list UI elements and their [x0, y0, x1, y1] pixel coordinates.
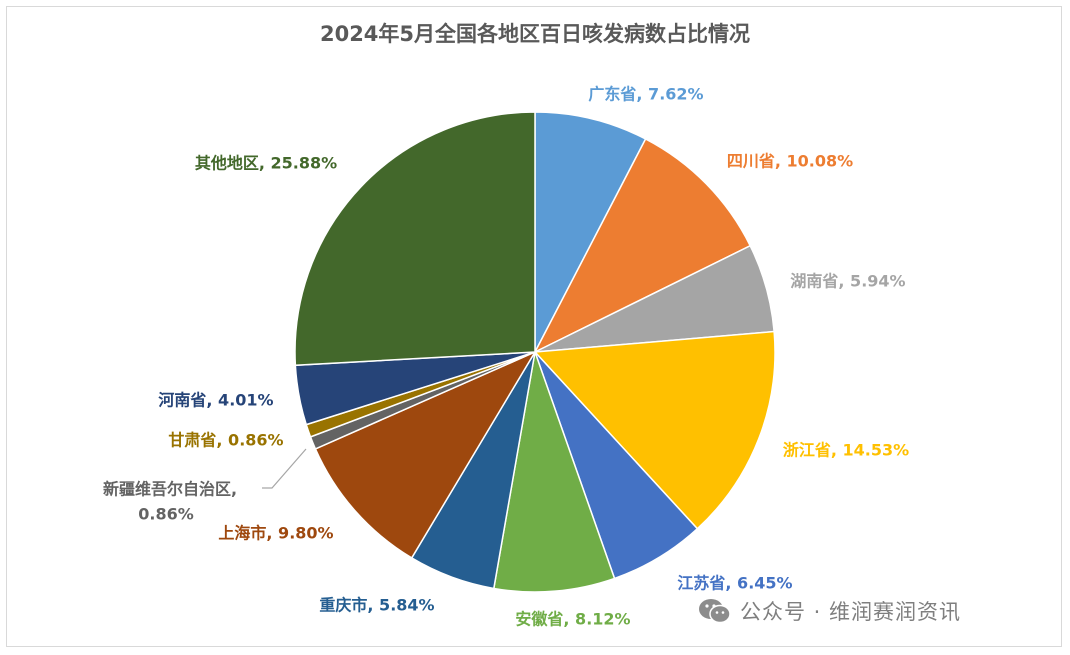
- pie-slice-12: [294, 111, 536, 367]
- chart-frame: [6, 6, 1062, 647]
- pie-slice-4: [533, 330, 776, 530]
- pie-slice-8: [314, 350, 537, 559]
- chart-title: 2024年5月全国各地区百日咳发病数占比情况: [319, 22, 751, 46]
- data-label-10: 甘肃省, 0.86%: [168, 431, 283, 450]
- watermark: 公众号 · 维润赛润资讯: [698, 596, 961, 626]
- wechat-icon: [699, 599, 731, 624]
- data-label-9: 新疆维吾尔自治区, 0.86%: [103, 480, 237, 524]
- data-label-4: 浙江省, 14.53%: [783, 441, 909, 460]
- data-label-3: 湖南省, 5.94%: [790, 272, 905, 291]
- pie-slice-2: [533, 137, 752, 354]
- data-label-1: 广东省, 7.62%: [588, 85, 703, 104]
- data-label-12: 其他地区, 25.88%: [195, 154, 337, 173]
- data-label-11: 河南省, 4.01%: [158, 391, 273, 410]
- data-label-6: 安徽省, 8.12%: [515, 610, 630, 629]
- data-label-8: 上海市, 9.80%: [218, 524, 333, 543]
- pie-slice-6: [492, 349, 616, 593]
- watermark-text: 公众号 · 维润赛润资讯: [740, 600, 962, 624]
- leader-line: [262, 448, 307, 489]
- pie-slice-1: [534, 111, 647, 353]
- data-label-5: 江苏省, 6.45%: [677, 574, 792, 593]
- data-label-2: 四川省, 10.08%: [727, 152, 853, 171]
- data-label-7: 重庆市, 5.84%: [319, 596, 434, 615]
